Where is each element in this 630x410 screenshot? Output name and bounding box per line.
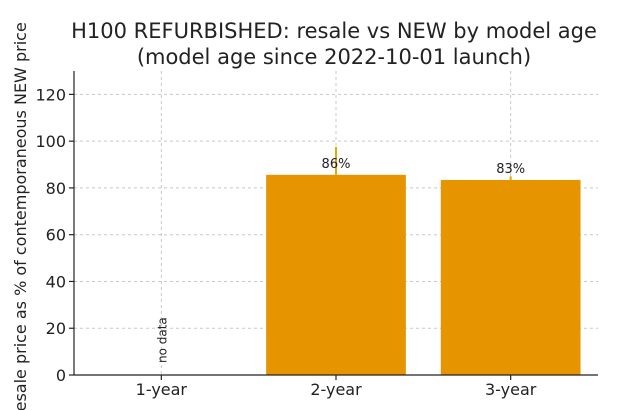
y-tick-label: 0 bbox=[56, 366, 66, 385]
chart-subtitle: (model age since 2022-10-01 launch) bbox=[137, 45, 531, 69]
chart-title: H100 REFURBISHED: resale vs NEW by model… bbox=[71, 19, 597, 43]
y-tick-label: 120 bbox=[35, 85, 66, 104]
bar-3-year bbox=[440, 179, 581, 375]
value-label-3-year: 83% bbox=[496, 162, 525, 177]
bars bbox=[266, 174, 581, 375]
y-tick-label: 20 bbox=[46, 319, 66, 338]
y-tick-label: 40 bbox=[46, 272, 66, 291]
value-label-2-year: 86% bbox=[322, 157, 351, 172]
no-data-label: no data bbox=[155, 317, 169, 363]
y-tick-label: 80 bbox=[46, 179, 66, 198]
x-tick-label: 2-year bbox=[310, 380, 362, 399]
x-axis: 1-year 2-year 3-year bbox=[74, 374, 598, 399]
y-tick-label: 100 bbox=[35, 132, 66, 151]
data-labels: no data 86% 83% bbox=[155, 157, 525, 363]
y-axis: 0 20 40 60 80 100 120 bbox=[35, 71, 75, 385]
x-tick-label: 3-year bbox=[485, 380, 537, 399]
y-axis-label: Resale price as % of contemporaneous NEW… bbox=[11, 22, 30, 410]
error-bars bbox=[335, 147, 512, 180]
y-tick-label: 60 bbox=[46, 226, 66, 245]
bar-2-year bbox=[266, 174, 406, 375]
x-tick-label: 1-year bbox=[136, 380, 188, 399]
